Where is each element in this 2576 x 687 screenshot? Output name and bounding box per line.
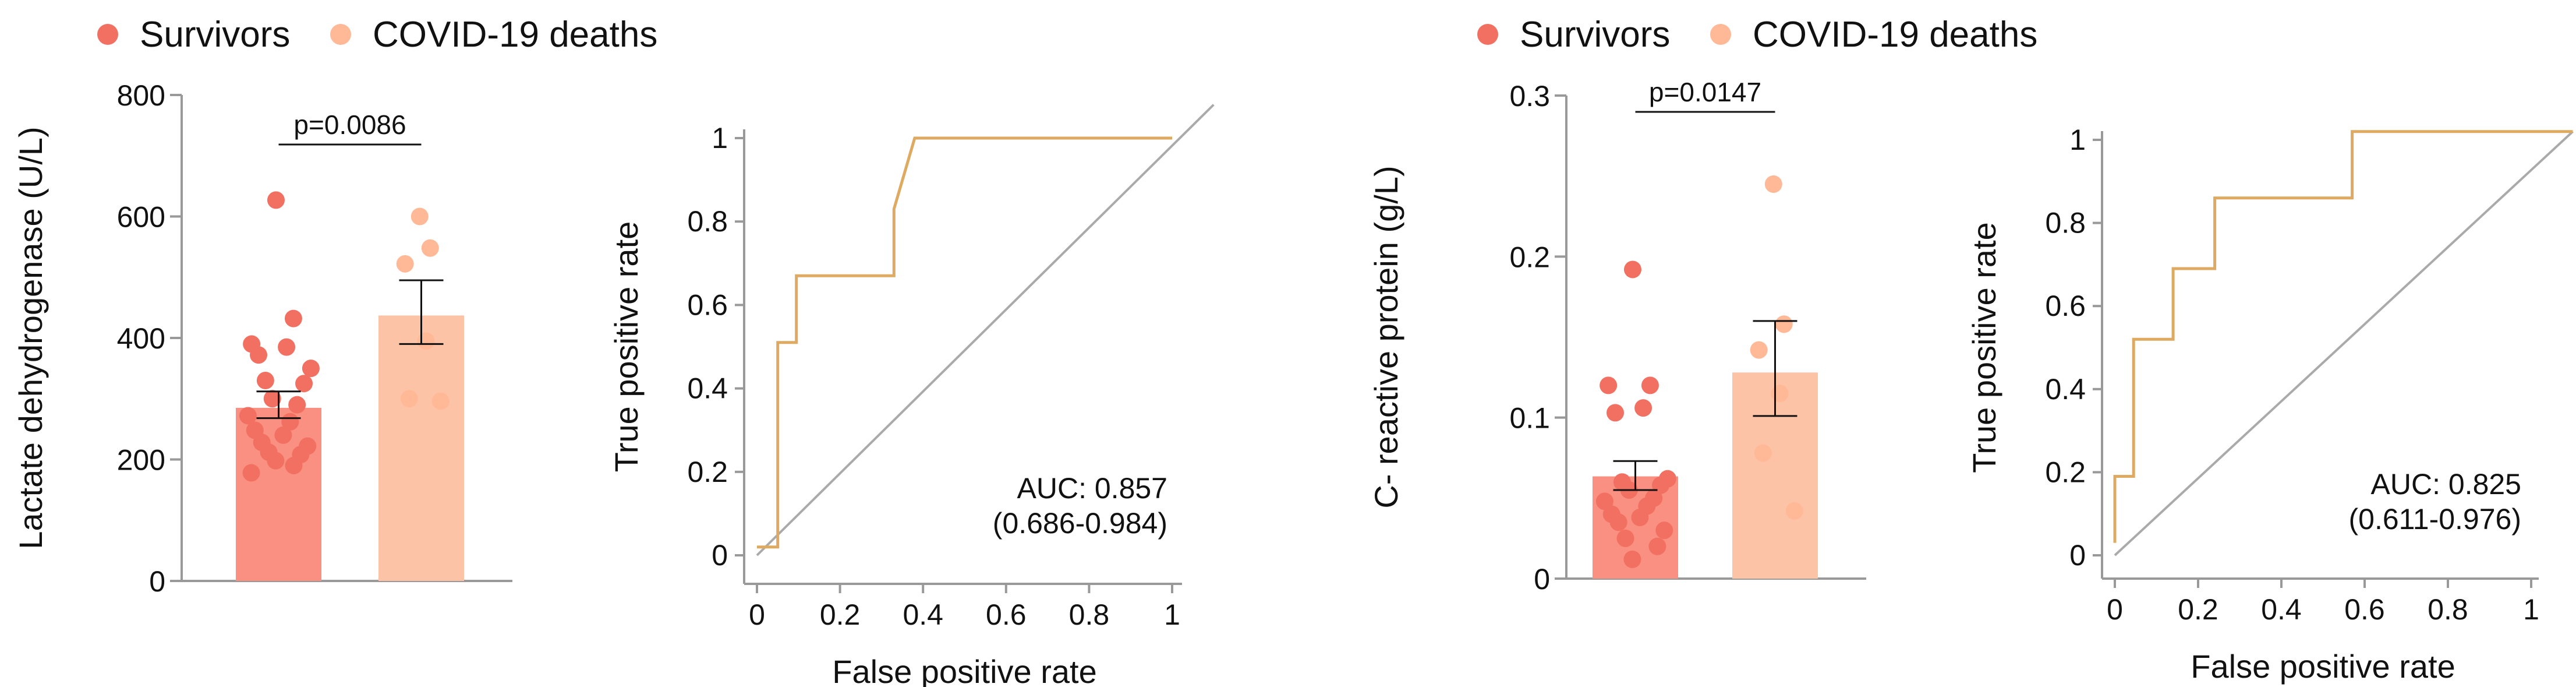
crp-roc-y-tick-label: 1 [2069,124,2086,156]
crp-roc-auc-ci: (0.611-0.976) [2349,503,2521,535]
crp-bar-point-survivors [1609,513,1627,531]
ldh-bar-point-survivors [284,309,302,327]
ldh-roc-x-tick-label: 1 [1164,598,1180,631]
ldh-bar-point-deaths [411,207,429,226]
ldh-bar-point-survivors [274,426,292,444]
crp-roc-y-tick-label: 0 [2069,539,2086,572]
ldh-bar-y-tick-label: 800 [117,79,165,112]
ldh-bar-y-tick-label: 400 [117,322,165,355]
ldh-roc-y-axis-title: True positive rate [608,221,645,473]
ldh-bar-point-deaths [396,255,414,273]
ldh-roc-y-tick-label: 0.6 [687,288,728,321]
ldh-roc-x-tick-label: 0 [749,598,765,631]
legend-1: Survivors COVID-19 deaths [97,15,657,55]
crp-roc-y-axis-title: True positive rate [1966,222,2002,473]
crp-bar-point-survivors [1648,537,1666,555]
ldh-bar-point-survivors [256,371,274,389]
crp-bar-point-deaths [1750,341,1768,359]
crp-bar-point-survivors [1623,260,1641,279]
crp-bar-point-deaths [1771,385,1789,403]
crp-roc-roc-curve [2113,130,2573,543]
ldh-bar-point-survivors [267,191,285,209]
crp-bar-point-survivors [1600,376,1618,394]
ldh-bar-point-deaths [400,390,418,408]
crp-bar-point-survivors [1655,522,1673,540]
ldh-bar-point-survivors [267,452,285,470]
crp-roc-x-axis-title: False positive rate [2191,648,2455,685]
ldh-roc-auc: AUC: 0.857 [1017,472,1167,505]
legend-marker-deaths [330,24,351,45]
ldh-bar-point-survivors [242,464,260,482]
crp-bar-point-survivors [1631,508,1649,526]
legend-label-survivors: Survivors [1520,15,1670,55]
ldh-bar-point-survivors [278,338,296,356]
ldh-bar-bar-deaths [378,315,464,581]
ldh-roc-x-tick-label: 0.6 [986,598,1027,631]
crp-bar-y-tick-label: 0.1 [1509,402,1550,435]
ldh-roc-y-tick-label: 1 [712,122,728,154]
crp-roc-y-tick-label: 0.6 [2045,290,2086,322]
ldh-bar-point-survivors [285,456,303,474]
ldh-bar-y-axis-title: Lactate dehydrogenase (U/L) [12,126,49,549]
crp-bar-y-tick-label: 0.2 [1509,241,1550,273]
ldh-bar-point-survivors [263,390,281,408]
ldh-bar-y-tick-label: 200 [117,444,165,477]
crp-roc-diagonal [2114,131,2574,556]
crp-roc-x-tick-label: 0.8 [2428,593,2468,626]
ldh-roc-x-tick-label: 0.2 [820,598,861,631]
ldh-bar-y-tick-label: 600 [117,201,165,234]
ldh-roc-x-tick-label: 0.8 [1069,598,1110,631]
crp-bar-point-deaths [1775,315,1793,333]
legend-marker-deaths [1710,24,1731,45]
crp-bar-y-axis-title: C- reactive protein (g/L) [1368,165,1404,508]
crp-bar-point-deaths [1754,444,1772,462]
ldh-roc-auc-ci: (0.686-0.984) [993,507,1167,540]
crp-bar-point-survivors [1607,404,1625,422]
legend-label-deaths: COVID-19 deaths [373,15,657,55]
legend-marker-survivors [97,24,118,45]
ldh-bar-point-survivors [288,396,306,414]
crp-roc-x-tick-label: 0.6 [2344,593,2385,626]
crp-bar-point-survivors [1623,550,1641,568]
ldh-bar-point-deaths [417,332,435,350]
crp-bar-point-survivors [1616,529,1634,547]
ldh-bar-point-deaths [431,392,450,410]
crp-roc-x-tick-label: 0 [2107,593,2123,626]
crp-roc-x-tick-label: 0.2 [2178,593,2218,626]
crp-bar-point-survivors [1634,399,1653,417]
crp-bar-point-deaths [1785,502,1803,520]
legend-label-survivors: Survivors [140,15,290,55]
legend-2: Survivors COVID-19 deaths [1477,15,2037,55]
ldh-roc-y-tick-label: 0 [712,539,728,572]
ldh-roc-y-tick-label: 0.8 [687,205,728,238]
ldh-bar-point-survivors [250,346,268,364]
crp-bar-p-value: p=0.0147 [1649,77,1761,107]
legend-marker-survivors [1477,24,1498,45]
ldh-roc-diagonal [756,104,1215,556]
crp-roc-y-tick-label: 0.2 [2045,456,2086,488]
crp-bar-y-tick-label: 0 [1534,563,1550,596]
legend-label-deaths: COVID-19 deaths [1753,15,2037,55]
crp-bar-point-survivors [1641,376,1659,394]
ldh-bar-point-deaths [421,239,439,257]
ldh-roc-y-tick-label: 0.4 [687,372,728,405]
crp-roc-auc: AUC: 0.825 [2371,468,2521,501]
ldh-roc-roc-curve [757,136,1172,549]
crp-roc-y-tick-label: 0.8 [2045,207,2086,239]
crp-bar-point-deaths [1764,175,1782,193]
crp-roc-x-tick-label: 0.4 [2261,593,2302,626]
ldh-roc-y-tick-label: 0.2 [687,456,728,488]
ldh-bar-point-survivors [302,360,320,378]
ldh-roc-x-axis-title: False positive rate [832,653,1096,687]
ldh-bar-point-survivors [295,375,313,393]
ldh-bar-y-tick-label: 0 [149,565,165,598]
ldh-bar-point-survivors [239,407,257,425]
crp-roc-x-tick-label: 1 [2523,593,2539,626]
crp-roc-y-tick-label: 0.4 [2045,373,2086,406]
ldh-roc-x-tick-label: 0.4 [903,598,943,631]
crp-bar-y-tick-label: 0.3 [1509,80,1550,112]
ldh-bar-p-value: p=0.0086 [293,110,406,140]
crp-bar-point-survivors [1595,492,1613,510]
